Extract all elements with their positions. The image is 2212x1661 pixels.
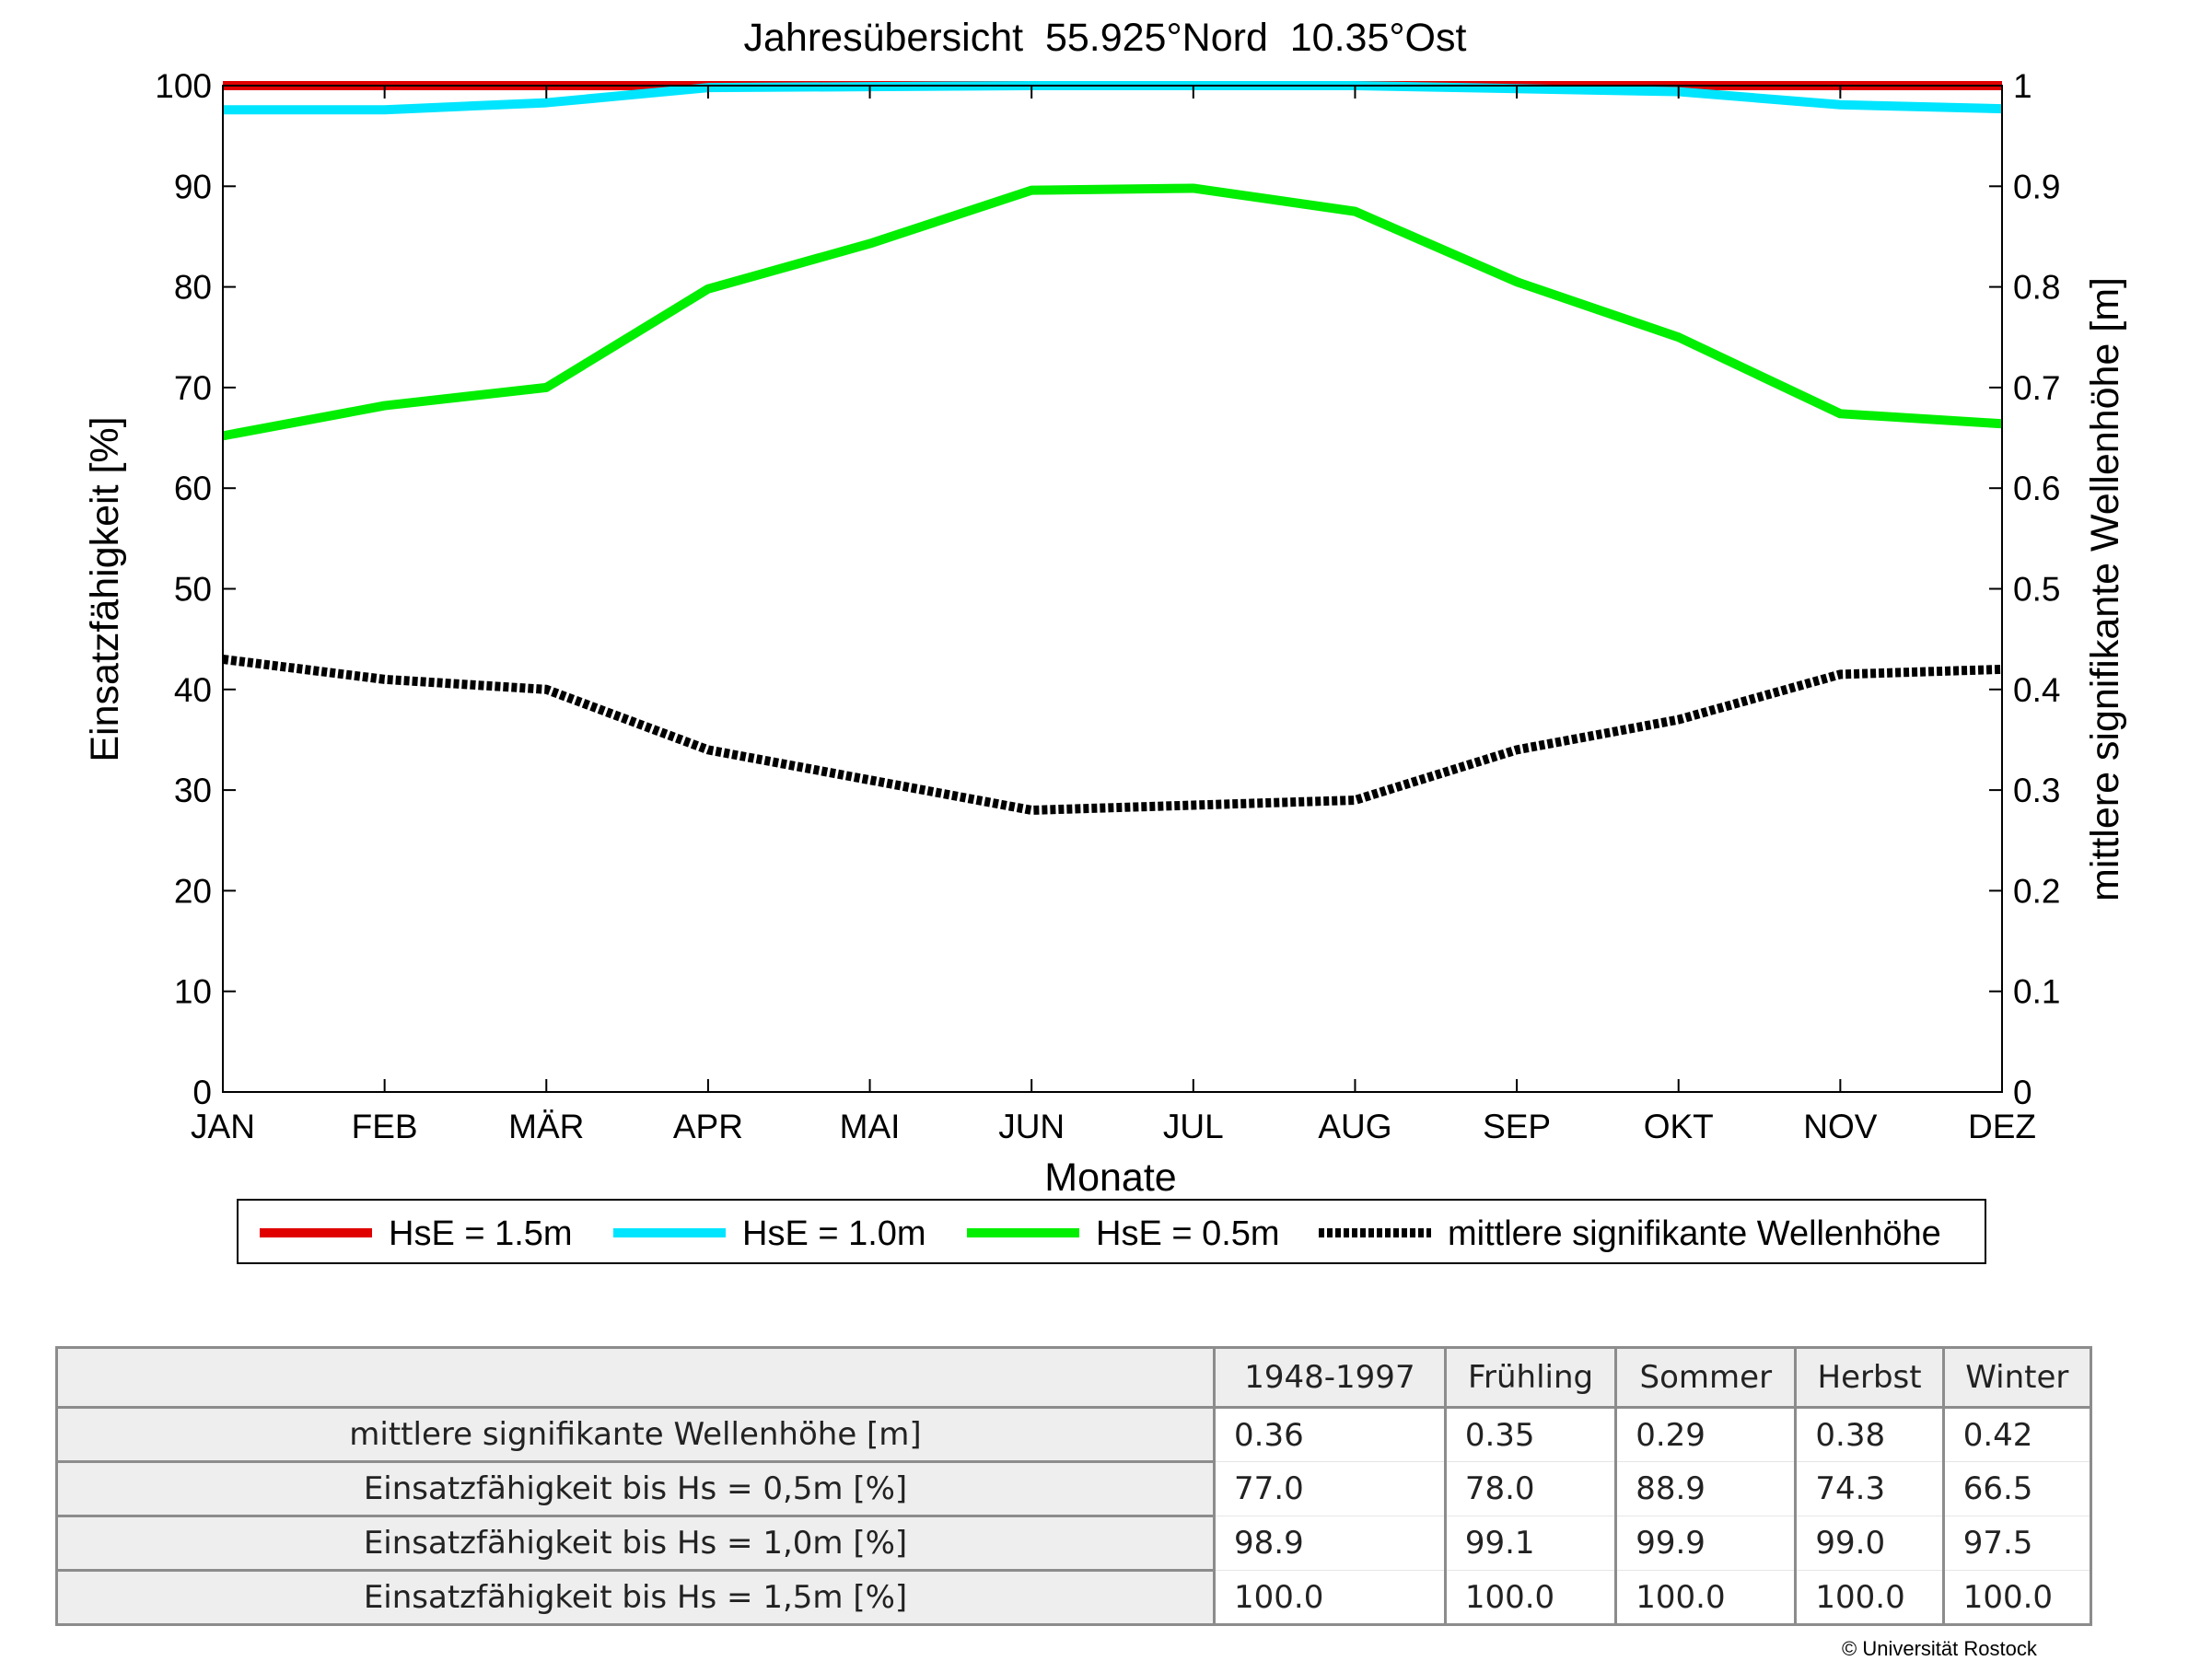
y2-tick-label: 0.5	[2013, 571, 2060, 609]
x-axis-title: Monate	[1044, 1156, 1176, 1200]
table-cell: 77.0	[1213, 1461, 1446, 1516]
table-cell: 66.5	[1941, 1461, 2092, 1516]
y2-tick-label: 0.8	[2013, 269, 2060, 307]
y-tick-label: 30	[174, 772, 212, 809]
x-tick-label: APR	[673, 1108, 743, 1145]
table-row: Einsatzfähigkeit bis Hs = 1,5m [%] 100.0…	[55, 1569, 2092, 1626]
x-tick-label: JUN	[998, 1108, 1065, 1145]
table-cell: 99.1	[1443, 1516, 1617, 1571]
legend-label: HsE = 1.0m	[742, 1214, 926, 1253]
table-cell: 100.0	[1213, 1570, 1446, 1625]
y-tick-label: 10	[174, 973, 212, 1011]
series-line	[222, 183, 2003, 441]
y2-tick-label: 0.9	[2013, 168, 2060, 205]
x-tick-label: JAN	[191, 1108, 255, 1145]
legend-label: HsE = 0.5m	[1096, 1214, 1280, 1253]
table-cell: 99.0	[1794, 1516, 1944, 1571]
x-tick-label: SEP	[1483, 1108, 1551, 1145]
copyright-notice: © Universität Rostock	[1842, 1637, 2037, 1660]
legend-box	[237, 1199, 1986, 1264]
x-tick-label: OKT	[1644, 1108, 1714, 1145]
row-label: Einsatzfähigkeit bis Hs = 0,5m [%]	[55, 1460, 1216, 1517]
y-tick-label: 70	[174, 369, 212, 407]
y-tick-label: 90	[174, 168, 212, 205]
y-tick-label: 20	[174, 872, 212, 910]
y2-axis-title: mittlere signifikante Wellenhöhe [m]	[2083, 277, 2127, 901]
table-cell: 100.0	[1614, 1570, 1797, 1625]
table-row: Einsatzfähigkeit bis Hs = 1,0m [%] 98.9 …	[55, 1515, 2092, 1572]
table-cell: 0.36	[1213, 1407, 1446, 1462]
y2-tick-label: 0.2	[2013, 872, 2060, 910]
y2-tick-label: 1	[2013, 67, 2032, 105]
series-layer	[222, 81, 2003, 815]
x-tick-label: DEZ	[1968, 1108, 2036, 1145]
legend-label: mittlere signifikante Wellenhöhe	[1448, 1214, 1941, 1253]
table-cell: 99.9	[1614, 1516, 1797, 1571]
table-row: mittlere signifikante Wellenhöhe [m] 0.3…	[55, 1406, 2092, 1463]
chart: Jahresübersicht 55.925°Nord 10.35°Ost JA…	[83, 16, 2127, 1264]
y-tick-label: 50	[174, 571, 212, 609]
table-cell: 100.0	[1794, 1570, 1944, 1625]
legend-label: HsE = 1.5m	[389, 1214, 573, 1253]
table-cell: 100.0	[1941, 1570, 2092, 1625]
column-header: Winter	[1941, 1346, 2093, 1409]
y-tick-label: 60	[174, 470, 212, 507]
table-cell: 100.0	[1443, 1570, 1617, 1625]
summary-table: 1948-1997 Frühling Sommer Herbst Winter …	[55, 1346, 2093, 1626]
table-cell: 98.9	[1213, 1516, 1446, 1571]
plot-frame	[222, 85, 2003, 1093]
table-cell: 0.29	[1614, 1407, 1797, 1462]
y-tick-label: 0	[192, 1074, 212, 1111]
y-tick-label: 80	[174, 269, 212, 307]
x-tick-label: MAI	[840, 1108, 901, 1145]
y2-tick-label: 0.3	[2013, 772, 2060, 809]
column-header: 1948-1997	[1213, 1346, 1447, 1409]
table-cell: 0.35	[1443, 1407, 1617, 1462]
x-tick-label: NOV	[1803, 1108, 1878, 1145]
table-cell: 88.9	[1614, 1461, 1797, 1516]
chart-title: Jahresübersicht 55.925°Nord 10.35°Ost	[744, 16, 1467, 60]
table-cell: 0.38	[1794, 1407, 1944, 1462]
series-line	[222, 655, 2003, 815]
table-cell: 74.3	[1794, 1461, 1944, 1516]
table-row: Einsatzfähigkeit bis Hs = 0,5m [%] 77.0 …	[55, 1460, 2092, 1517]
column-header: Frühling	[1443, 1346, 1618, 1409]
y2-tick-label: 0.4	[2013, 671, 2060, 709]
table-cell: 78.0	[1443, 1461, 1617, 1516]
x-tick-label: MÄR	[508, 1108, 584, 1145]
legend: HsE = 1.5m HsE = 1.0m HsE = 0.5m mittlere s…	[237, 1199, 1986, 1264]
column-header: Herbst	[1794, 1346, 1945, 1409]
y2-tick-label: 0.7	[2013, 369, 2060, 407]
y2-tick-label: 0.1	[2013, 973, 2060, 1011]
y2-tick-label: 0.6	[2013, 470, 2060, 507]
row-label: mittlere signifikante Wellenhöhe [m]	[55, 1406, 1216, 1463]
table-corner-cell	[55, 1346, 1216, 1409]
y-tick-label: 40	[174, 671, 212, 709]
x-tick-label: AUG	[1318, 1108, 1391, 1145]
row-label: Einsatzfähigkeit bis Hs = 1,0m [%]	[55, 1515, 1216, 1572]
x-tick-label: FEB	[352, 1108, 418, 1145]
column-header: Sommer	[1614, 1346, 1798, 1409]
x-tick-label: JUL	[1163, 1108, 1224, 1145]
y2-tick-label: 0	[2013, 1074, 2032, 1111]
y-axis-title: Einsatzfähigkeit [%]	[83, 416, 127, 761]
y-tick-label: 100	[155, 67, 212, 105]
axes-layer: JAN FEB MÄR APR MAI JUN JUL AUG SEP OKT NOV DEZ0102…	[155, 67, 2060, 1145]
table-header-row: 1948-1997 Frühling Sommer Herbst Winter	[55, 1346, 2093, 1409]
row-label: Einsatzfähigkeit bis Hs = 1,5m [%]	[55, 1569, 1216, 1626]
table-cell: 97.5	[1941, 1516, 2092, 1571]
table-cell: 0.42	[1941, 1407, 2092, 1462]
